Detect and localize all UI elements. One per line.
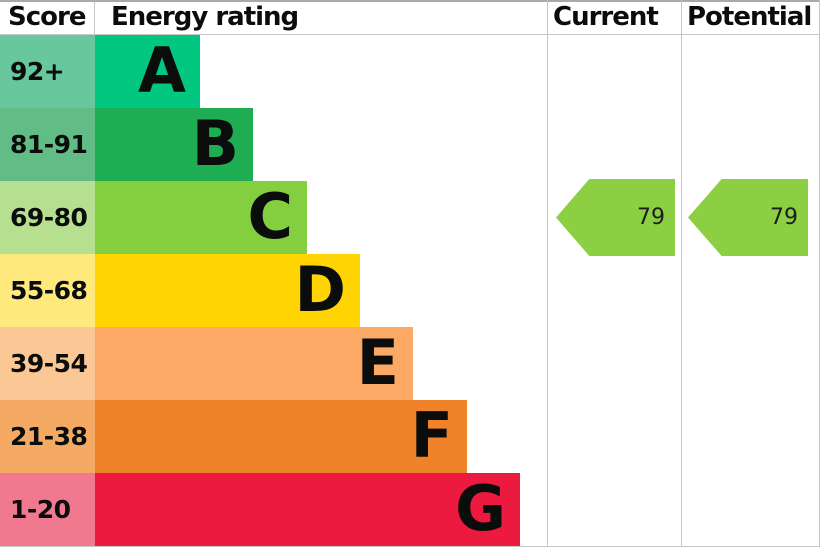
band-letter-e: E: [356, 326, 399, 399]
score-range-a: 92+: [0, 35, 95, 108]
score-range-g: 1-20: [0, 473, 95, 546]
header-current: Current: [553, 2, 659, 32]
band-row-f: 21-38 F: [0, 400, 820, 473]
band-letter-b: B: [191, 107, 239, 180]
band-bar-g: G: [95, 473, 520, 546]
band-bar-f: F: [95, 400, 467, 473]
band-letter-c: C: [247, 180, 293, 253]
band-letter-d: D: [294, 253, 346, 326]
header-energy-rating: Energy rating: [111, 2, 299, 32]
band-bar-c: C: [95, 181, 307, 254]
band-bar-a: A: [95, 35, 200, 108]
chart-header: Score Energy rating Current Potential: [0, 2, 820, 35]
potential-column-divider: [681, 0, 682, 547]
band-row-b: 81-91 B: [0, 108, 820, 181]
potential-rating-value: 79: [770, 204, 798, 230]
current-column-divider: [547, 0, 548, 547]
current-rating-value: 79: [637, 204, 665, 230]
band-row-a: 92+ A: [0, 35, 820, 108]
band-row-d: 55-68 D: [0, 254, 820, 327]
band-letter-f: F: [410, 399, 453, 472]
band-bar-e: E: [95, 327, 413, 400]
band-bar-b: B: [95, 108, 253, 181]
score-range-d: 55-68: [0, 254, 95, 327]
band-bar-d: D: [95, 254, 360, 327]
score-range-c: 69-80: [0, 181, 95, 254]
score-range-f: 21-38: [0, 400, 95, 473]
band-row-e: 39-54 E: [0, 327, 820, 400]
band-letter-g: G: [455, 472, 506, 545]
score-range-e: 39-54: [0, 327, 95, 400]
score-range-b: 81-91: [0, 108, 95, 181]
band-letter-a: A: [138, 34, 186, 107]
top-border: [0, 0, 820, 2]
band-row-g: 1-20 G: [0, 473, 820, 546]
header-potential: Potential: [687, 2, 812, 32]
band-row-c: 69-80 C: [0, 181, 820, 254]
header-score: Score: [0, 2, 95, 34]
